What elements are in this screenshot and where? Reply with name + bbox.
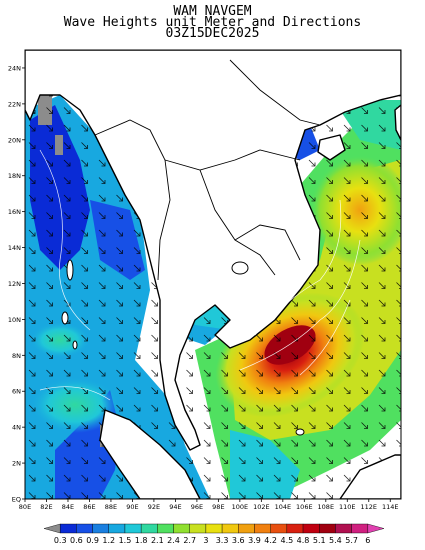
color-legend-label: 3.9: [248, 536, 261, 545]
color-legend-label: 5.1: [313, 536, 326, 545]
lon-label: 112E: [361, 503, 378, 511]
lat-label: 8N: [12, 352, 21, 360]
lon-label: 96E: [191, 503, 203, 511]
color-legend-swatch: [157, 523, 174, 534]
color-legend-label: 2.7: [183, 536, 196, 545]
lat-label: 20N: [8, 136, 21, 144]
color-legend-label: 1.8: [135, 536, 148, 545]
color-legend-label: 0.9: [86, 536, 99, 545]
map-frame: [24, 49, 402, 500]
color-legend-label: 1.2: [102, 536, 115, 545]
lon-label: 80E: [19, 503, 31, 511]
color-legend: [43, 523, 385, 534]
lat-label: 4N: [12, 424, 21, 432]
lon-label: 110E: [339, 503, 356, 511]
lon-label: 108E: [318, 503, 335, 511]
color-legend-swatch: [59, 523, 77, 534]
color-legend-label: 6: [365, 536, 370, 545]
color-legend-swatch: [238, 523, 255, 534]
country-borders: [94, 59, 321, 281]
lat-label: 18N: [8, 172, 21, 180]
color-legend-swatch: [205, 523, 223, 534]
lon-label: 92E: [148, 503, 160, 511]
color-legend-swatch: [286, 523, 304, 534]
lon-label: 84E: [62, 503, 74, 511]
map-title-line2: Wave Heights unit Meter and Directions: [63, 15, 362, 30]
lon-label: 106E: [296, 503, 313, 511]
contour-lines: [39, 149, 361, 401]
small-islands: [61, 259, 305, 436]
lon-label: 90E: [126, 503, 138, 511]
map-field: [25, 50, 401, 499]
color-legend-label: 0.6: [70, 536, 83, 545]
color-legend-swatch: [43, 523, 61, 534]
lat-label: 14N: [8, 244, 21, 252]
color-legend-label: 5.4: [329, 536, 342, 545]
lat-label: 10N: [8, 316, 21, 324]
color-legend-label: 0.3: [54, 536, 67, 545]
lon-label: 94E: [169, 503, 181, 511]
map-title-valid-time: 03Z15DEC2025: [165, 26, 260, 41]
color-legend-swatch: [221, 523, 239, 534]
lat-label: 6N: [12, 388, 21, 396]
lon-label: 100E: [232, 503, 249, 511]
map-title-line1: WAM NAVGEM: [173, 4, 252, 19]
color-legend-swatch: [92, 523, 109, 534]
color-legend-swatch: [108, 523, 126, 534]
lat-label: 2N: [12, 460, 21, 468]
color-legend-swatch: [270, 523, 288, 534]
color-legend-label: 4.8: [297, 536, 310, 545]
color-legend-swatch: [335, 523, 352, 534]
color-legend-swatch: [173, 523, 190, 534]
color-legend-swatch: [254, 523, 271, 534]
lat-label: 22N: [8, 100, 21, 108]
color-legend-label: 4.2: [264, 536, 277, 545]
color-legend-swatch: [124, 523, 142, 534]
color-legend-label: 4.5: [280, 536, 293, 545]
lon-label: 104E: [275, 503, 292, 511]
color-legend-swatch: [302, 523, 320, 534]
axis-ticks: [22, 67, 391, 502]
color-legend-swatch: [367, 523, 385, 534]
latitude-labels: EQ 2N 4N 6N 8N 10N 12N 14N 16N 18N 20N 22N 24N: [8, 64, 21, 503]
lon-label: 82E: [40, 503, 52, 511]
lat-label: 16N: [8, 208, 21, 216]
lat-label: 12N: [8, 280, 21, 288]
color-legend-label: 2.4: [167, 536, 180, 545]
lon-label: 88E: [105, 503, 117, 511]
lat-label: EQ: [12, 496, 21, 504]
color-legend-labels: 0.3 0.6 0.9 1.2 1.5 1.8 2.1 2.4 2.7 3 3.3 3.6 3.9 4.2…: [54, 536, 371, 545]
lon-label: 102E: [253, 503, 270, 511]
color-legend-label: 5.7: [345, 536, 358, 545]
color-legend-swatch: [76, 523, 93, 534]
color-legend-label: 1.5: [119, 536, 132, 545]
lon-label: 86E: [83, 503, 95, 511]
landmass: [25, 50, 401, 499]
lon-label: 98E: [212, 503, 224, 511]
lon-label: 114E: [382, 503, 399, 511]
longitude-labels: 80E 82E 84E 86E 88E 90E 92E 94E 96E 98E 100E 102E 10…: [19, 503, 399, 511]
color-legend-label: 3.6: [232, 536, 245, 545]
color-legend-label: 3.3: [216, 536, 229, 545]
color-legend-label: 3: [203, 536, 208, 545]
color-legend-swatch: [351, 523, 369, 534]
color-legend-swatch: [140, 523, 158, 534]
color-legend-label: 2.1: [151, 536, 164, 545]
color-legend-swatch: [189, 523, 207, 534]
color-legend-swatch: [319, 523, 336, 534]
lat-label: 24N: [8, 64, 21, 72]
